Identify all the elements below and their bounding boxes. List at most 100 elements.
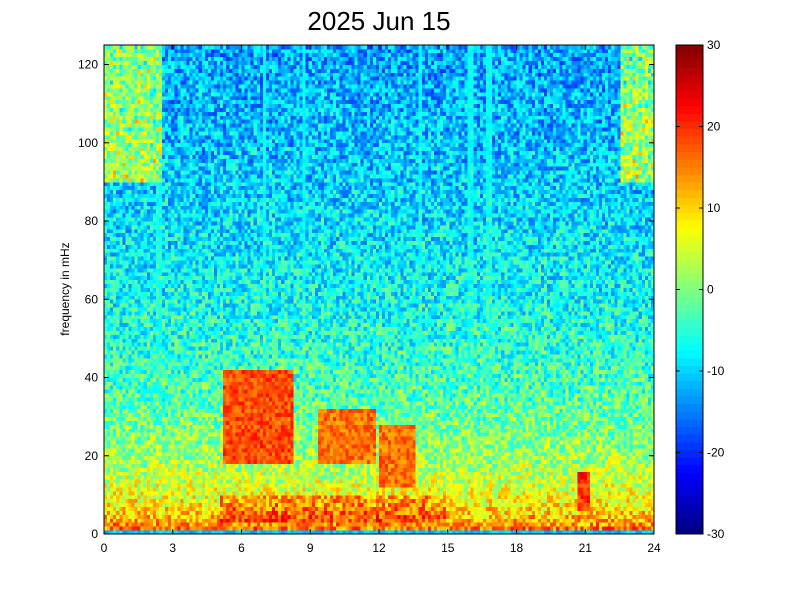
heatmap-cell <box>186 162 190 167</box>
heatmap-cell <box>210 314 215 320</box>
heatmap-cell <box>131 506 135 511</box>
heatmap-cell <box>137 377 142 382</box>
heatmap-cell <box>214 483 218 488</box>
heatmap-cell <box>183 170 187 175</box>
heatmap-cell <box>104 338 108 343</box>
heatmap-cell <box>131 455 135 461</box>
heatmap-cell <box>204 185 209 191</box>
heatmap-cell <box>140 119 145 124</box>
heatmap-cell <box>162 240 166 245</box>
heatmap-cell <box>119 99 123 105</box>
heatmap-cell <box>143 150 148 155</box>
heatmap-cell <box>217 45 221 50</box>
heatmap-cell <box>220 95 224 101</box>
heatmap-cell <box>137 502 142 508</box>
heatmap-cell <box>198 193 203 198</box>
heatmap-cell <box>159 404 163 410</box>
heatmap-cell <box>110 408 114 414</box>
heatmap-cell <box>149 303 154 308</box>
heatmap-cell <box>162 170 166 175</box>
heatmap-cell <box>189 154 194 159</box>
heatmap-cell <box>143 479 148 484</box>
heatmap-cell <box>207 295 212 300</box>
heatmap-cell <box>119 115 123 120</box>
heatmap-cell <box>183 342 187 347</box>
heatmap-cell <box>189 436 194 441</box>
heatmap-cell <box>104 393 108 398</box>
heatmap-cell <box>214 99 218 105</box>
heatmap-cell <box>152 357 157 363</box>
heatmap-cell <box>143 393 148 398</box>
heatmap-cell <box>220 400 224 406</box>
heatmap-cell <box>125 224 129 230</box>
heatmap-cell <box>116 432 120 437</box>
heatmap-cell <box>220 72 224 77</box>
heatmap-cell <box>149 354 154 359</box>
heatmap-cell <box>201 463 206 468</box>
heatmap-cell <box>217 209 221 214</box>
heatmap-cell <box>223 494 227 500</box>
heatmap-cell <box>207 72 212 77</box>
heatmap-cell <box>146 440 151 445</box>
heatmap-cell <box>104 287 108 292</box>
heatmap-cell <box>159 142 163 148</box>
heatmap-cell <box>134 240 139 245</box>
heatmap-cell <box>107 408 111 414</box>
heatmap-cell <box>137 447 142 453</box>
heatmap-cell <box>140 373 145 378</box>
heatmap-cell <box>152 510 157 515</box>
heatmap-cell <box>180 170 184 175</box>
heatmap-cell <box>220 311 224 316</box>
heatmap-cell <box>110 134 114 140</box>
heatmap-cell <box>214 107 218 112</box>
heatmap-cell <box>104 138 108 144</box>
heatmap-cell <box>192 146 197 152</box>
heatmap-cell <box>110 271 114 277</box>
heatmap-cell <box>198 166 203 171</box>
heatmap-cell <box>214 326 218 331</box>
heatmap-cell <box>177 494 181 500</box>
heatmap-cell <box>137 365 142 371</box>
heatmap-cell <box>192 385 197 390</box>
heatmap-cell <box>177 455 181 461</box>
heatmap-cell <box>159 213 163 218</box>
heatmap-cell <box>174 455 178 461</box>
heatmap-cell <box>107 174 111 179</box>
heatmap-cell <box>165 514 169 519</box>
heatmap-cell <box>152 299 157 304</box>
heatmap-cell <box>134 205 139 210</box>
heatmap-cell <box>152 224 157 230</box>
heatmap-cell <box>159 365 163 371</box>
heatmap-cell <box>107 162 111 167</box>
heatmap-cell <box>171 303 175 308</box>
heatmap-cell <box>214 479 218 484</box>
heatmap-cell <box>131 217 135 222</box>
heatmap-cell <box>183 377 187 382</box>
heatmap-cell <box>214 467 218 472</box>
heatmap-cell <box>180 494 184 500</box>
heatmap-cell <box>204 436 209 441</box>
heatmap-cell <box>131 436 135 441</box>
heatmap-cell <box>116 322 120 328</box>
heatmap-cell <box>186 487 190 492</box>
heatmap-cell <box>155 498 160 504</box>
heatmap-cell <box>155 80 160 85</box>
heatmap-cell <box>186 400 190 406</box>
heatmap-cell <box>162 338 166 343</box>
heatmap-cell <box>189 232 194 238</box>
heatmap-cell <box>174 412 178 418</box>
heatmap-cell <box>168 80 172 85</box>
heatmap-cell <box>128 350 132 355</box>
heatmap-cell <box>214 522 218 527</box>
heatmap-cell <box>152 88 157 93</box>
heatmap-cell <box>192 76 197 81</box>
heatmap-cell <box>180 64 184 69</box>
heatmap-cell <box>220 373 224 378</box>
heatmap-cell <box>214 45 218 50</box>
heatmap-cell <box>122 307 126 312</box>
heatmap-cell <box>174 307 178 312</box>
heatmap-cell <box>223 424 227 429</box>
heatmap-cell <box>177 408 181 414</box>
heatmap-cell <box>113 451 117 457</box>
